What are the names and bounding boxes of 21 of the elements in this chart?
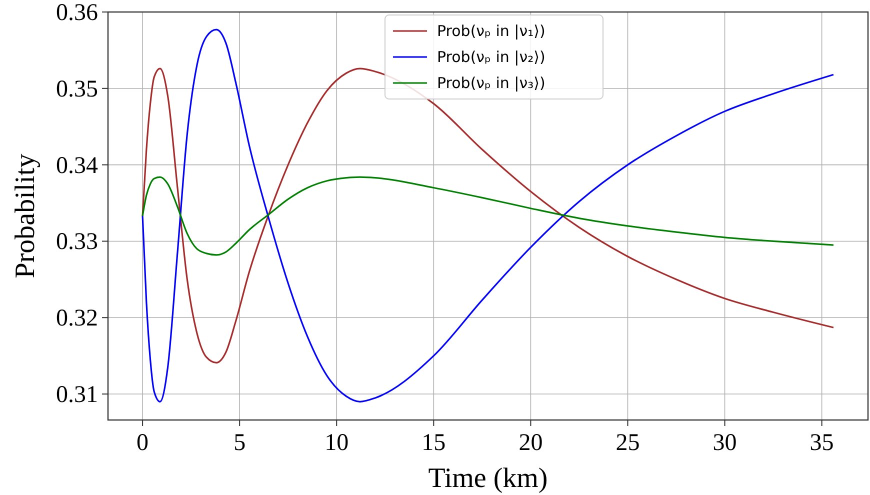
y-tick-label: 0.34	[56, 152, 98, 179]
x-tick-label: 30	[712, 430, 737, 456]
y-axis-title: Probability	[10, 154, 41, 278]
x-tick-label: 35	[810, 430, 834, 456]
line-series	[142, 68, 834, 364]
y-tick-label: 0.33	[56, 229, 98, 256]
x-tick-label: 0	[136, 430, 149, 456]
x-tick-label: 15	[422, 430, 446, 456]
y-tick-label: 0.35	[56, 76, 98, 102]
x-tick-label: 10	[324, 430, 349, 456]
y-tick-label: 0.31	[56, 382, 98, 408]
x-tick-label: 20	[518, 430, 543, 456]
legend-label: Prob(νₚ in |ν₃⟩)	[437, 74, 546, 92]
x-tick-label: 25	[616, 430, 640, 456]
legend-label: Prob(νₚ in |ν₂⟩)	[437, 48, 546, 66]
x-axis-title: Time (km)	[428, 463, 548, 494]
x-tick-label: 5	[234, 430, 246, 456]
y-tick-label: 0.36	[56, 0, 98, 26]
line-series	[142, 176, 834, 256]
legend-label: Prob(νₚ in |ν₁⟩)	[437, 22, 546, 40]
y-tick-label: 0.32	[56, 306, 98, 332]
